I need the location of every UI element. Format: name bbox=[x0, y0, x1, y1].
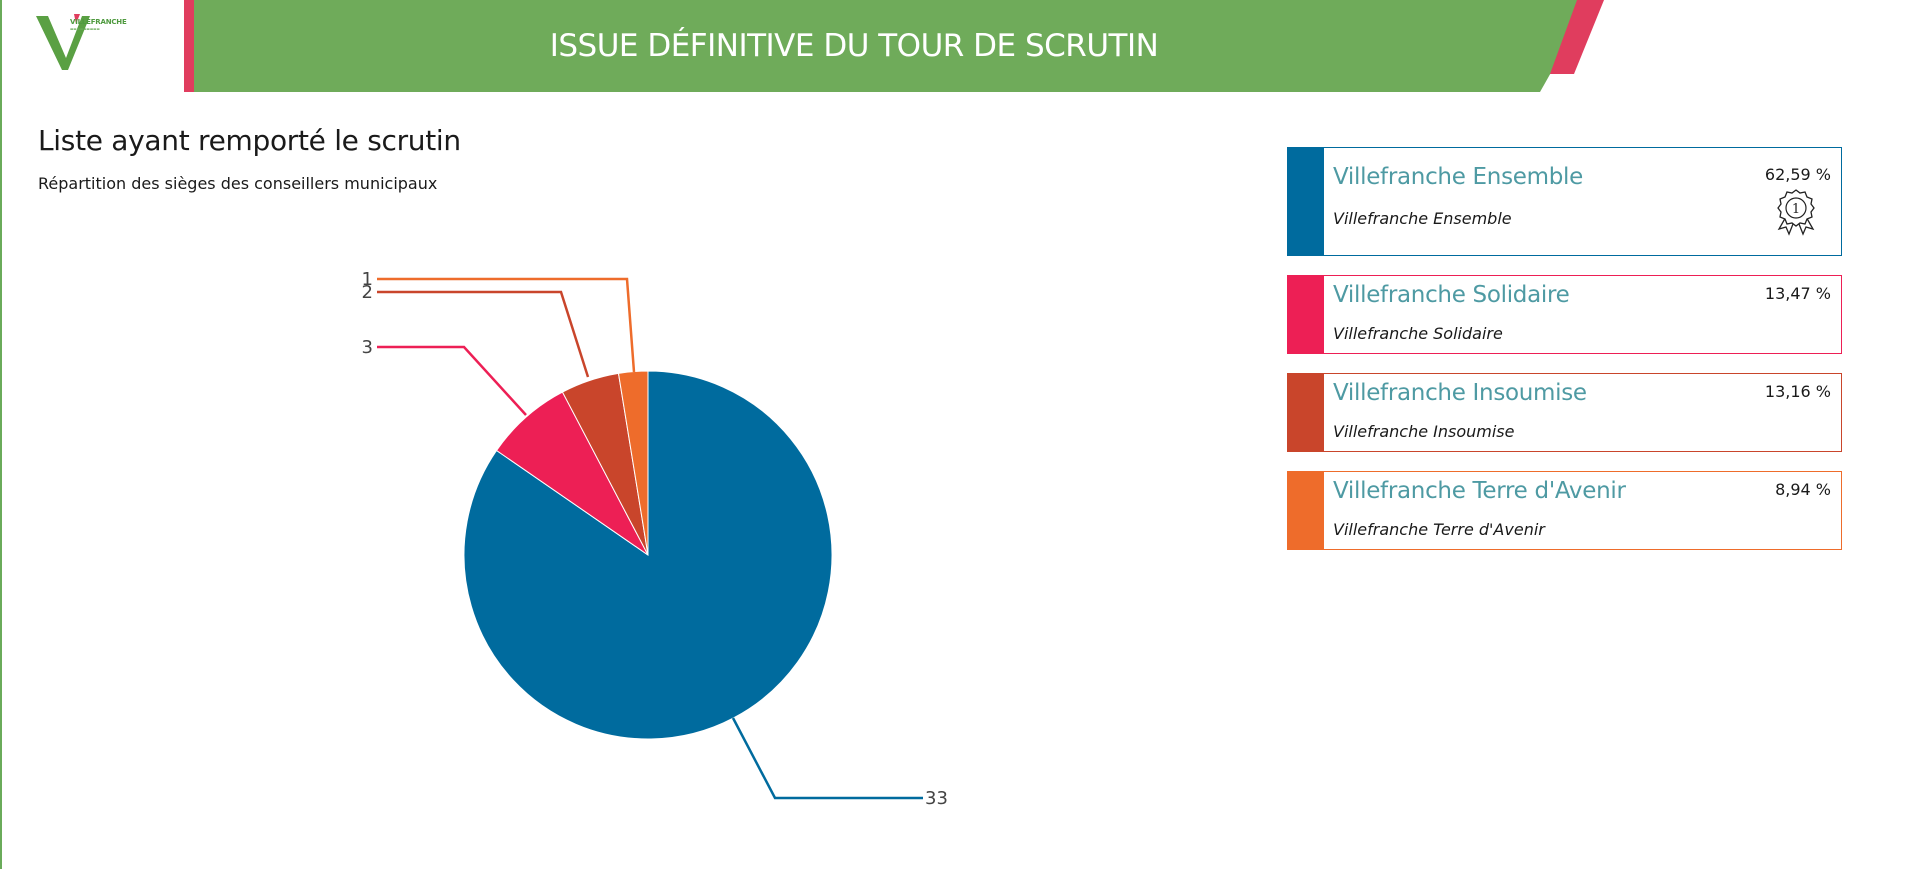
list-subtitle: Villefranche Solidaire bbox=[1333, 324, 1503, 343]
list-card-villefranche-ensemble[interactable]: Villefranche Ensemble Villefranche Ensem… bbox=[1287, 147, 1842, 256]
list-percent: 13,47 % bbox=[1764, 284, 1831, 303]
list-card-villefranche-terre-davenir[interactable]: Villefranche Terre d'Avenir Villefranche… bbox=[1287, 471, 1842, 550]
medal-rank: 1 bbox=[1792, 202, 1800, 217]
list-card-villefranche-insoumise[interactable]: Villefranche Insoumise Villefranche Inso… bbox=[1287, 373, 1842, 452]
logo-v-icon bbox=[36, 14, 90, 70]
list-subtitle: Villefranche Ensemble bbox=[1333, 209, 1512, 228]
list-name: Villefranche Insoumise bbox=[1333, 380, 1587, 406]
banner-green-band bbox=[194, 0, 1592, 92]
page-title: ISSUE DÉFINITIVE DU TOUR DE SCRUTIN bbox=[549, 28, 1159, 64]
list-color-swatch bbox=[1288, 148, 1324, 255]
list-color-swatch bbox=[1288, 374, 1324, 451]
list-name: Villefranche Terre d'Avenir bbox=[1333, 478, 1626, 504]
section-subtitle: Répartition des sièges des conseillers m… bbox=[38, 174, 438, 193]
pie-data-label-1: 33 bbox=[925, 788, 948, 809]
banner-left-accent bbox=[184, 0, 194, 92]
list-card-villefranche-solidaire[interactable]: Villefranche Solidaire Villefranche Soli… bbox=[1287, 275, 1842, 354]
pie-data-label-2: 3 bbox=[362, 337, 373, 358]
list-name: Villefranche Ensemble bbox=[1333, 164, 1583, 190]
logo-tagline: ▬▬▬▬▬▬▬▬▬ bbox=[70, 27, 100, 31]
list-color-swatch bbox=[1288, 472, 1324, 549]
list-subtitle: Villefranche Insoumise bbox=[1333, 422, 1515, 441]
list-color-swatch bbox=[1288, 276, 1324, 353]
pie-data-label-4: 1 bbox=[362, 269, 373, 290]
list-name: Villefranche Solidaire bbox=[1333, 282, 1570, 308]
header-banner bbox=[184, 0, 1604, 92]
list-percent: 8,94 % bbox=[1775, 480, 1831, 499]
pie-leader-line-2 bbox=[377, 345, 527, 416]
logo-text: VILLEFRANCHE bbox=[70, 18, 127, 26]
pie-leader-line-1 bbox=[731, 717, 923, 800]
winner-medal-icon: 1 bbox=[1777, 189, 1815, 236]
pie-leader-line-4 bbox=[377, 277, 636, 373]
results-list: Villefranche Ensemble Villefranche Ensem… bbox=[1287, 147, 1842, 569]
pie-leader-line-3 bbox=[377, 290, 590, 378]
left-edge-rule bbox=[0, 0, 2, 869]
villefranche-logo: VILLEFRANCHE ▬▬▬▬▬▬▬▬▬ bbox=[36, 12, 127, 74]
list-percent: 62,59 % bbox=[1764, 165, 1831, 184]
list-percent: 13,16 % bbox=[1764, 382, 1831, 401]
list-subtitle: Villefranche Terre d'Avenir bbox=[1333, 520, 1545, 539]
banner-right-accent bbox=[1550, 0, 1604, 74]
pie-data-label-3: 2 bbox=[362, 282, 373, 303]
section-title: Liste ayant remporté le scrutin bbox=[38, 124, 461, 157]
